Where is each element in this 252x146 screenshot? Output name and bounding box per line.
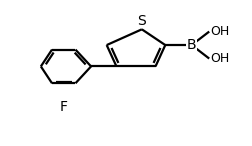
Text: OH: OH <box>210 25 230 38</box>
Text: S: S <box>138 14 146 28</box>
Text: F: F <box>60 100 68 114</box>
Text: OH: OH <box>210 52 230 65</box>
Text: B: B <box>187 38 197 52</box>
